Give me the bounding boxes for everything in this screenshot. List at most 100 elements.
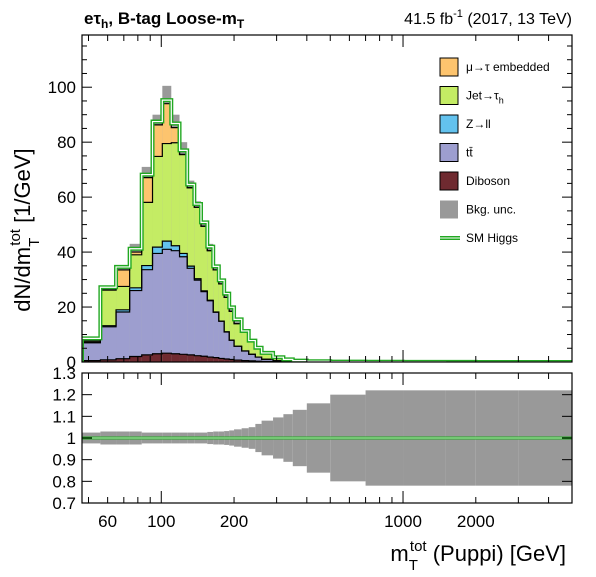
main-plot-area: [82, 86, 572, 362]
bar-diboson: [171, 354, 179, 362]
bar-diboson: [180, 354, 188, 362]
legend-label: μ→τ embedded: [466, 60, 550, 74]
y-tick-label: 100: [48, 78, 76, 97]
x-axis-title-superscript: tot: [410, 538, 428, 555]
bar-ttbar: [229, 340, 234, 359]
ratio-y-tick-label: 1: [67, 429, 76, 448]
x-tick-label: 100: [147, 512, 175, 531]
bar-ttbar: [194, 280, 201, 356]
x-tick-label: 200: [220, 512, 248, 531]
channel-subscript: h: [101, 17, 108, 31]
bar-jet: [162, 144, 171, 242]
x-axis-title-prefix: m: [390, 541, 408, 566]
bar-ttbar: [234, 346, 242, 360]
y-tick-label: 80: [57, 133, 76, 152]
y-tick-label: 60: [57, 188, 76, 207]
bar-ttbar: [130, 291, 142, 357]
x-tick-label: 60: [98, 512, 117, 531]
ratio-y-tick-label: 0.9: [52, 451, 76, 470]
legend-swatch: [440, 58, 458, 76]
bar-diboson: [194, 356, 201, 362]
legend-label: SM Higgs: [466, 231, 518, 245]
run-label: (2017, 13 TeV): [463, 11, 572, 28]
x-axis-title-subscript: T: [409, 557, 418, 572]
bar-diboson: [187, 355, 194, 362]
bar-zll: [171, 246, 179, 251]
bar-jet: [116, 286, 130, 309]
bar-diboson: [162, 353, 171, 362]
bar-ttbar: [180, 257, 188, 355]
ratio-y-tick-label: 0.7: [52, 494, 76, 513]
bar-ttbar: [224, 332, 229, 359]
legend-label: Jet→τh: [466, 89, 504, 106]
y-axis-title-prefix: dN/dm: [10, 247, 35, 312]
bar-ttbar: [219, 321, 224, 358]
bar-ttbar: [213, 312, 219, 357]
bar-ttbar: [201, 292, 207, 357]
bar-diboson: [142, 355, 153, 362]
bar-diboson: [130, 357, 142, 362]
bar-diboson: [207, 357, 213, 362]
legend-swatch: [440, 144, 458, 162]
x-axis-title-suffix: (Puppi) [GeV]: [427, 541, 566, 566]
ratio-y-tick-label: 1.2: [52, 386, 76, 405]
bar-zll: [162, 241, 171, 249]
bar-ttbar: [187, 268, 194, 355]
bar-ttbar: [82, 343, 100, 361]
ratio-y-tick-label: 1.3: [52, 364, 76, 383]
lumi-superscript: -1: [453, 8, 463, 20]
bar-diboson: [201, 356, 207, 362]
legend-item-diboson: Diboson: [440, 172, 510, 190]
bar-ttbar: [116, 312, 130, 359]
bar-ttbar: [242, 351, 249, 361]
bar-ttbar: [171, 251, 179, 354]
y-axis-title-superscript: tot: [7, 228, 24, 246]
y-axis-title-subscript: T: [26, 238, 43, 247]
bar-zll: [142, 266, 153, 270]
lumi-value: 41.5 fb: [404, 11, 453, 28]
legend: μ→τ embedded Jet→τh Z→ll tt̄ Diboson Bkg. unc…: [440, 58, 550, 245]
bar-ttbar: [249, 354, 256, 361]
y-axis-title-suffix: [1/GeV]: [10, 148, 35, 229]
ratio-plot-area: [82, 390, 572, 485]
legend-swatch: [440, 115, 458, 133]
legend-label: Diboson: [466, 174, 510, 188]
y-tick-label: 40: [57, 243, 76, 262]
bar-zll: [153, 247, 163, 253]
bar-ttbar: [100, 327, 116, 360]
legend-swatch: [440, 172, 458, 190]
chart-title: eτh, B-tag Loose-mT: [84, 9, 245, 31]
x-tick-label: 1000: [384, 512, 422, 531]
legend-swatch: [440, 201, 458, 219]
lumi-label: 41.5 fb-1 (2017, 13 TeV): [404, 8, 572, 28]
bar-ttbar: [255, 357, 261, 361]
legend-item-ttbar: tt̄: [440, 144, 473, 162]
legend-label: Z→ll: [466, 117, 491, 131]
legend-item-unc: Bkg. unc.: [440, 201, 516, 219]
y-axis-title: dN/dmTtot [1/GeV]: [7, 148, 43, 311]
legend-swatch: [440, 87, 458, 105]
channel-label: eτ: [84, 9, 101, 28]
bar-ttbar: [153, 253, 163, 353]
bar-diboson: [213, 358, 219, 362]
bar-jet: [100, 290, 116, 326]
bar-jet: [171, 143, 179, 246]
category-label: , B-tag Loose-m: [108, 9, 236, 28]
bar-ttbar: [207, 301, 213, 357]
legend-label: tt̄: [466, 146, 473, 160]
x-axis-title: mTtot (Puppi) [GeV]: [390, 538, 566, 572]
category-subscript: T: [237, 17, 245, 31]
bar-embedded: [116, 270, 130, 286]
legend-item-zll: Z→ll: [440, 115, 491, 133]
legend-label: Bkg. unc.: [466, 203, 516, 217]
y-tick-label: 20: [57, 298, 76, 317]
bar-ttbar: [142, 270, 153, 355]
legend-item-jet: Jet→τh: [440, 87, 504, 106]
bar-ttbar: [162, 249, 171, 353]
legend-item-higgs: SM Higgs: [440, 231, 518, 245]
legend-item-embedded: μ→τ embedded: [440, 58, 550, 76]
ratio-y-tick-label: 1.1: [52, 407, 76, 426]
